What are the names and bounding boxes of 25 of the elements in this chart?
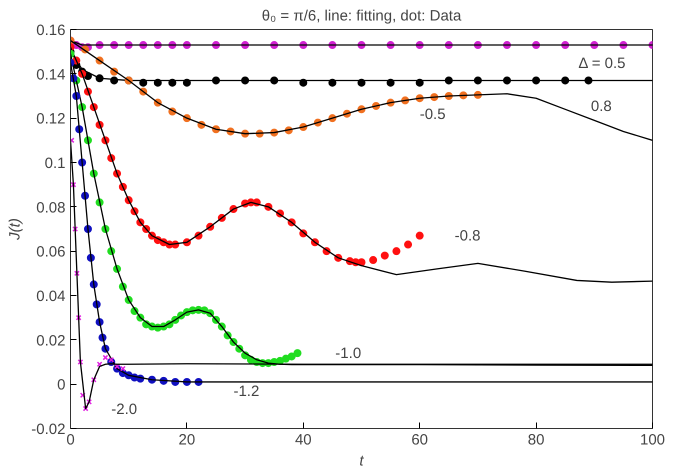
x-axis-title: t [359, 452, 364, 470]
y-tick-label: 0.08 [36, 199, 66, 216]
y-tick-label: 0.12 [36, 110, 66, 128]
y-tick-label: -0.02 [31, 421, 66, 438]
x-tick-label: 60 [411, 432, 428, 448]
annotation: -0.5 [420, 106, 446, 123]
y-tick-label: 0.1 [44, 155, 66, 172]
annotation: Δ = 0.5 [578, 54, 626, 72]
x-tick-label: 80 [528, 432, 544, 448]
y-tick-label: 0.14 [36, 66, 66, 84]
x-tick-label: 20 [178, 432, 196, 448]
annotation: -1.0 [335, 345, 362, 362]
y-tick-label: 0.16 [36, 22, 66, 39]
annotation: 0.8 [590, 98, 612, 115]
y-tick-label: 0.02 [36, 332, 66, 350]
annotation: -1.2 [233, 383, 260, 400]
y-axis-title: J(t) [6, 218, 24, 241]
y-tick-label: 0.06 [36, 244, 66, 261]
y-tick-label: 0 [57, 376, 66, 394]
x-tick-label: 100 [640, 432, 666, 448]
x-tick-label: 40 [294, 432, 312, 448]
y-tick-label: 0.04 [36, 288, 66, 305]
chart-title: θ₀ = π/6, line: fitting, dot: Data [262, 8, 462, 24]
annotation: -0.8 [454, 227, 480, 244]
annotation: -2.0 [111, 401, 138, 418]
